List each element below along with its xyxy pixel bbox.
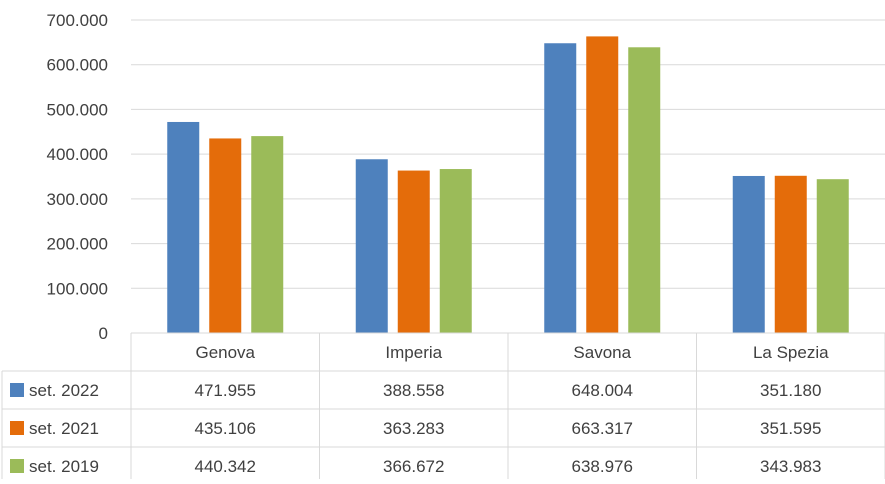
data-label: 648.004 bbox=[572, 381, 633, 400]
legend-swatch bbox=[10, 459, 24, 473]
bar bbox=[167, 121, 200, 334]
category-label: La Spezia bbox=[753, 343, 829, 362]
category-label: Imperia bbox=[385, 343, 442, 362]
bar bbox=[774, 175, 807, 333]
bar bbox=[586, 36, 619, 334]
bar bbox=[544, 43, 577, 334]
y-tick-label: 500.000 bbox=[47, 100, 108, 119]
y-tick-label: 400.000 bbox=[47, 145, 108, 164]
legend-swatch bbox=[10, 383, 24, 397]
bar bbox=[355, 159, 388, 333]
bar bbox=[628, 47, 661, 334]
y-tick-label: 600.000 bbox=[47, 56, 108, 75]
data-label: 343.983 bbox=[760, 457, 821, 476]
legend-label: set. 2021 bbox=[29, 419, 99, 438]
legend-swatch bbox=[10, 421, 24, 435]
data-label: 351.595 bbox=[760, 419, 821, 438]
y-tick-label: 200.000 bbox=[47, 235, 108, 254]
y-tick-label: 700.000 bbox=[47, 11, 108, 30]
bar bbox=[816, 179, 849, 333]
data-label: 638.976 bbox=[572, 457, 633, 476]
data-label: 363.283 bbox=[383, 419, 444, 438]
data-label: 663.317 bbox=[572, 419, 633, 438]
legend-label: set. 2022 bbox=[29, 381, 99, 400]
data-label: 366.672 bbox=[383, 457, 444, 476]
category-label: Savona bbox=[573, 343, 631, 362]
bar bbox=[209, 138, 242, 333]
bar bbox=[732, 175, 765, 333]
y-tick-label: 100.000 bbox=[47, 279, 108, 298]
data-label: 471.955 bbox=[195, 381, 256, 400]
bar bbox=[439, 169, 472, 333]
bar bbox=[251, 136, 284, 333]
data-label: 435.106 bbox=[195, 419, 256, 438]
data-label: 388.558 bbox=[383, 381, 444, 400]
data-label: 440.342 bbox=[195, 457, 256, 476]
y-tick-label: 300.000 bbox=[47, 190, 108, 209]
y-tick-label: 0 bbox=[99, 324, 108, 343]
legend-label: set. 2019 bbox=[29, 457, 99, 476]
category-label: Genova bbox=[195, 343, 255, 362]
bar bbox=[397, 170, 430, 333]
data-label: 351.180 bbox=[760, 381, 821, 400]
